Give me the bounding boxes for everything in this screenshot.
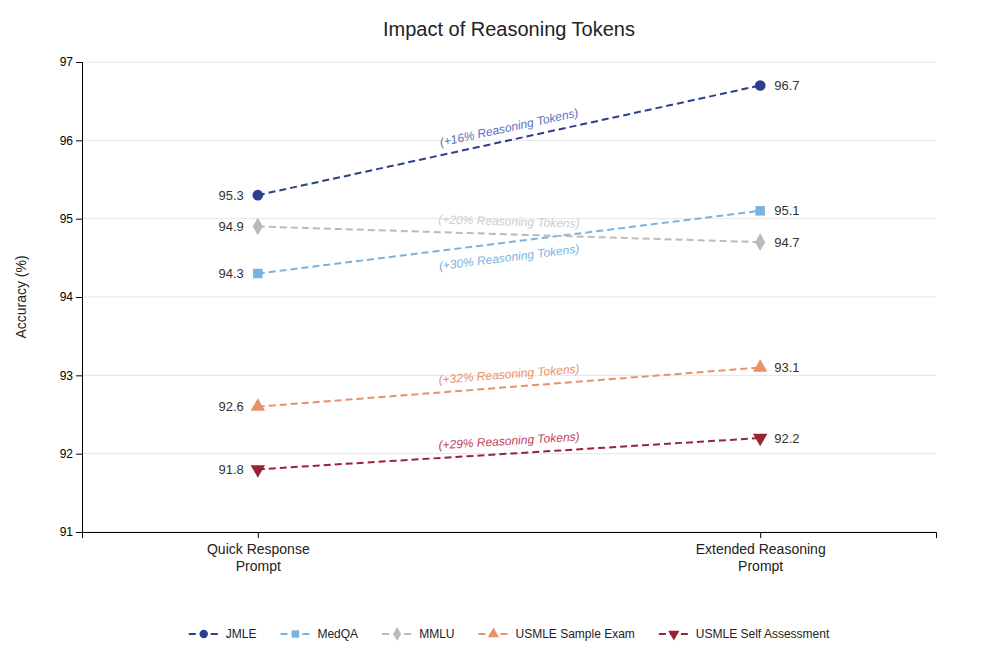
legend-label: USMLE Self Assessment xyxy=(696,627,830,641)
marker xyxy=(251,465,265,477)
grid xyxy=(82,62,936,532)
tick: 94 xyxy=(60,290,82,304)
marker xyxy=(253,269,262,278)
marker xyxy=(251,398,265,410)
legend-marker xyxy=(200,630,208,638)
tick-label: Extended ReasoningPrompt xyxy=(696,541,826,575)
tick-label: 91 xyxy=(60,525,74,539)
annotation: (+30% Reasoning Tokens) xyxy=(438,242,580,273)
tick: 96 xyxy=(60,134,82,148)
legend-label: MMLU xyxy=(419,627,454,641)
y-axis: 91 92 93 94 95 96 97 xyxy=(60,55,83,539)
legend-item: USMLE Self Assessment xyxy=(659,627,830,641)
tick-mark xyxy=(76,62,82,63)
legend-item: JMLE xyxy=(189,627,257,641)
annotation: (+29% Reasoning Tokens) xyxy=(438,429,580,452)
labels: 95.3 96.7 94.3 95.1 94.9 94.7 92.6 93.1 91.8 92.2… xyxy=(219,78,800,477)
legend-label: JMLE xyxy=(226,627,257,641)
tick-label-line: Quick Response xyxy=(207,541,310,557)
tick: 97 xyxy=(60,55,82,69)
legend-item: MedQA xyxy=(280,627,358,641)
marker xyxy=(753,359,767,371)
tick-mark xyxy=(76,140,82,141)
axis-line xyxy=(76,63,83,533)
grid-line xyxy=(82,62,936,63)
marks xyxy=(251,80,768,478)
tick-label-line: Prompt xyxy=(738,558,783,574)
tick-mark xyxy=(760,532,761,538)
annotation: (+20% Reasoning Tokens) xyxy=(438,212,580,230)
marker xyxy=(252,190,263,201)
legend-marker xyxy=(668,631,679,641)
x-axis: Quick ResponsePromptExtended ReasoningPr… xyxy=(83,532,937,574)
tick-label: 93 xyxy=(60,369,74,383)
tick-label: 92 xyxy=(60,447,74,461)
title: Impact of Reasoning Tokens xyxy=(383,18,635,40)
tick: 93 xyxy=(60,369,82,383)
tick-mark xyxy=(76,532,82,533)
series-line xyxy=(258,211,760,274)
legend-marker xyxy=(488,627,499,637)
data-label: 92.2 xyxy=(774,431,799,446)
tick-label: 94 xyxy=(60,290,74,304)
data-label: 96.7 xyxy=(774,78,799,93)
tick-mark xyxy=(76,297,82,298)
tick: Extended ReasoningPrompt xyxy=(696,532,826,574)
axis-line xyxy=(83,533,937,539)
legend: JMLE MedQA MMLU USMLE Sample Exam USMLE Self… xyxy=(189,627,830,641)
tick: 95 xyxy=(60,212,82,226)
tick-label-line: Extended Reasoning xyxy=(696,541,826,557)
marker xyxy=(253,218,263,236)
tick-mark xyxy=(258,532,259,538)
tick: Quick ResponsePrompt xyxy=(207,532,310,574)
data-label: 92.6 xyxy=(219,399,244,414)
legend-marker xyxy=(292,630,299,637)
tick-mark xyxy=(76,219,82,220)
tick-label: Quick ResponsePrompt xyxy=(207,541,310,575)
axis-title: Accuracy (%) xyxy=(13,255,29,338)
annotation: (+16% Reasoning Tokens) xyxy=(439,106,580,150)
series-line xyxy=(258,86,760,196)
legend-marker xyxy=(393,627,401,641)
data-label: 91.8 xyxy=(219,462,244,477)
marker xyxy=(753,434,767,446)
grid-line xyxy=(82,453,936,454)
tick: 91 xyxy=(60,525,82,539)
tick-label: 95 xyxy=(60,212,74,226)
data-label: 93.1 xyxy=(774,360,799,375)
grid-line xyxy=(82,297,936,298)
data-label: 94.9 xyxy=(219,219,244,234)
data-label: 94.7 xyxy=(774,235,799,250)
tick-mark xyxy=(76,375,82,376)
tick-label: 97 xyxy=(60,55,74,69)
data-label: 95.3 xyxy=(219,188,244,203)
annotation: (+32% Reasoning Tokens) xyxy=(438,362,580,387)
series-line xyxy=(258,227,760,243)
legend-item: USMLE Sample Exam xyxy=(478,627,634,641)
tick-label: 96 xyxy=(60,134,74,148)
marker xyxy=(755,206,764,215)
data-label: 94.3 xyxy=(219,266,244,281)
marker xyxy=(755,233,765,251)
plot: 91929394959697Quick ResponsePromptExtend… xyxy=(60,55,937,574)
legend-item: MMLU xyxy=(382,627,454,641)
legend-label: USMLE Sample Exam xyxy=(515,627,634,641)
tick-mark xyxy=(76,454,82,455)
marker xyxy=(755,80,766,91)
tick: 92 xyxy=(60,447,82,461)
legend-label: MedQA xyxy=(317,627,358,641)
chart: 91929394959697Quick ResponsePromptExtend… xyxy=(0,0,986,664)
data-label: 95.1 xyxy=(774,203,799,218)
tick-label-line: Prompt xyxy=(236,558,281,574)
